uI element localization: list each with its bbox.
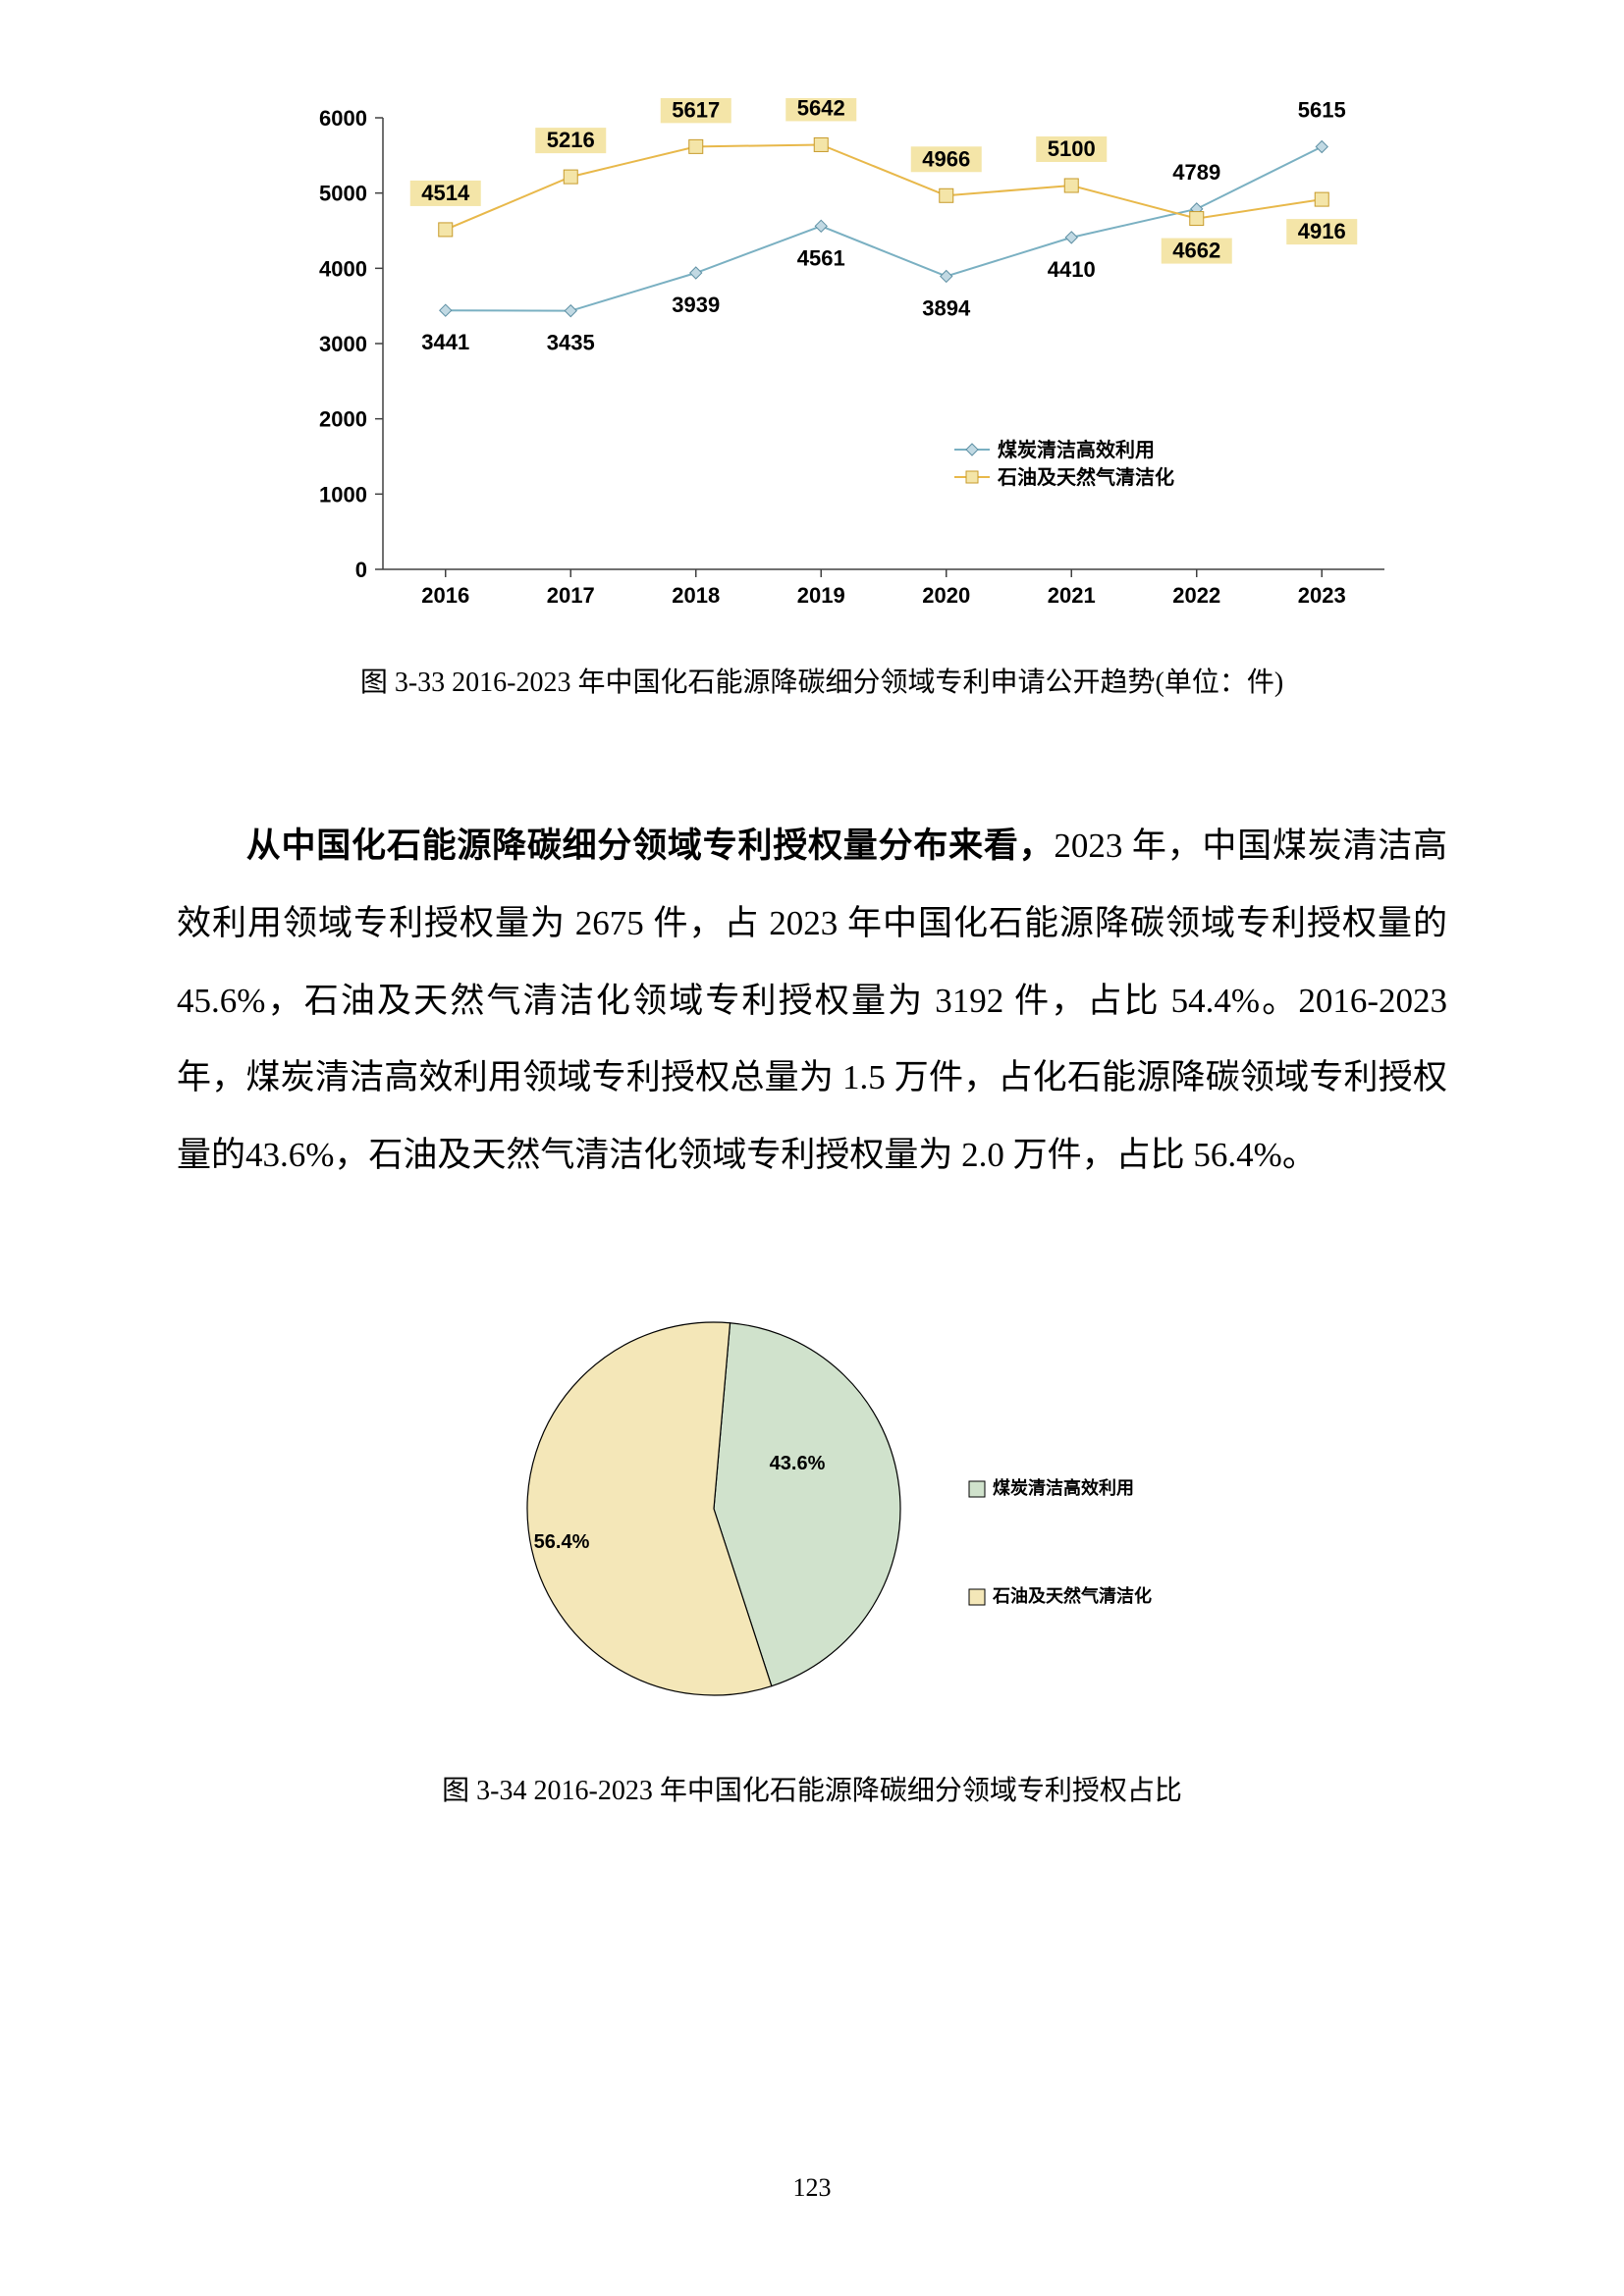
svg-text:2023: 2023 bbox=[1298, 583, 1346, 608]
svg-text:2000: 2000 bbox=[319, 407, 367, 432]
svg-text:5615: 5615 bbox=[1298, 98, 1346, 123]
page-number: 123 bbox=[0, 2173, 1624, 2203]
svg-text:2016: 2016 bbox=[421, 583, 469, 608]
svg-text:5000: 5000 bbox=[319, 182, 367, 206]
svg-text:5216: 5216 bbox=[547, 128, 595, 152]
svg-text:2019: 2019 bbox=[797, 583, 845, 608]
svg-text:43.6%: 43.6% bbox=[770, 1453, 826, 1474]
svg-text:2022: 2022 bbox=[1172, 583, 1220, 608]
svg-text:石油及天然气清洁化: 石油及天然气清洁化 bbox=[992, 1585, 1152, 1606]
svg-text:2018: 2018 bbox=[672, 583, 720, 608]
line-chart-caption: 图 3-33 2016-2023 年中国化石能源降碳细分领域专利申请公开趋势(单… bbox=[196, 661, 1447, 700]
line-chart-block: 0 1000 2000 3000 4000 5000 6000 2016 2017 2018 201… bbox=[196, 98, 1447, 700]
svg-text:2021: 2021 bbox=[1048, 583, 1096, 608]
svg-text:3939: 3939 bbox=[672, 293, 720, 317]
svg-text:4410: 4410 bbox=[1048, 257, 1096, 282]
pie-chart: 43.6% 56.4% 煤炭清洁高效利用 石油及天然气清洁化 bbox=[370, 1283, 1254, 1754]
line-chart: 0 1000 2000 3000 4000 5000 6000 2016 2017 2018 201… bbox=[196, 98, 1404, 648]
svg-text:6000: 6000 bbox=[319, 106, 367, 131]
pie-chart-caption: 图 3-34 2016-2023 年中国化石能源降碳细分领域专利授权占比 bbox=[177, 1769, 1447, 1808]
svg-text:5642: 5642 bbox=[797, 98, 845, 120]
svg-text:3441: 3441 bbox=[421, 330, 469, 354]
paragraph-lead: 从中国化石能源降碳细分领域专利授权量分布来看， bbox=[245, 827, 1054, 865]
svg-text:4916: 4916 bbox=[1298, 219, 1346, 243]
svg-text:3000: 3000 bbox=[319, 332, 367, 356]
svg-text:煤炭清洁高效利用: 煤炭清洁高效利用 bbox=[998, 438, 1155, 461]
svg-text:煤炭清洁高效利用: 煤炭清洁高效利用 bbox=[993, 1477, 1134, 1498]
svg-text:5617: 5617 bbox=[672, 98, 720, 122]
svg-text:石油及天然气清洁化: 石油及天然气清洁化 bbox=[997, 465, 1174, 489]
svg-text:4000: 4000 bbox=[319, 256, 367, 281]
svg-text:3435: 3435 bbox=[547, 331, 595, 355]
svg-text:4561: 4561 bbox=[797, 245, 845, 270]
svg-text:4662: 4662 bbox=[1172, 239, 1220, 263]
svg-text:2017: 2017 bbox=[547, 583, 595, 608]
svg-text:3894: 3894 bbox=[922, 295, 971, 320]
svg-text:0: 0 bbox=[355, 558, 367, 582]
svg-text:5100: 5100 bbox=[1048, 136, 1096, 161]
svg-text:1000: 1000 bbox=[319, 482, 367, 507]
pie-chart-block: 43.6% 56.4% 煤炭清洁高效利用 石油及天然气清洁化 图 3-34 201… bbox=[177, 1283, 1447, 1808]
svg-text:4514: 4514 bbox=[421, 181, 470, 205]
svg-text:4789: 4789 bbox=[1172, 160, 1220, 185]
svg-text:4966: 4966 bbox=[922, 146, 970, 171]
body-paragraph: 从中国化石能源降碳细分领域专利授权量分布来看，2023 年，中国煤炭清洁高效利用… bbox=[177, 808, 1447, 1195]
svg-text:56.4%: 56.4% bbox=[534, 1531, 590, 1553]
svg-text:2020: 2020 bbox=[922, 583, 970, 608]
paragraph-rest: 2023 年，中国煤炭清洁高效利用领域专利授权量为 2675 件，占 2023 … bbox=[177, 827, 1447, 1174]
page: 0 1000 2000 3000 4000 5000 6000 2016 2017 2018 201… bbox=[0, 0, 1624, 2296]
